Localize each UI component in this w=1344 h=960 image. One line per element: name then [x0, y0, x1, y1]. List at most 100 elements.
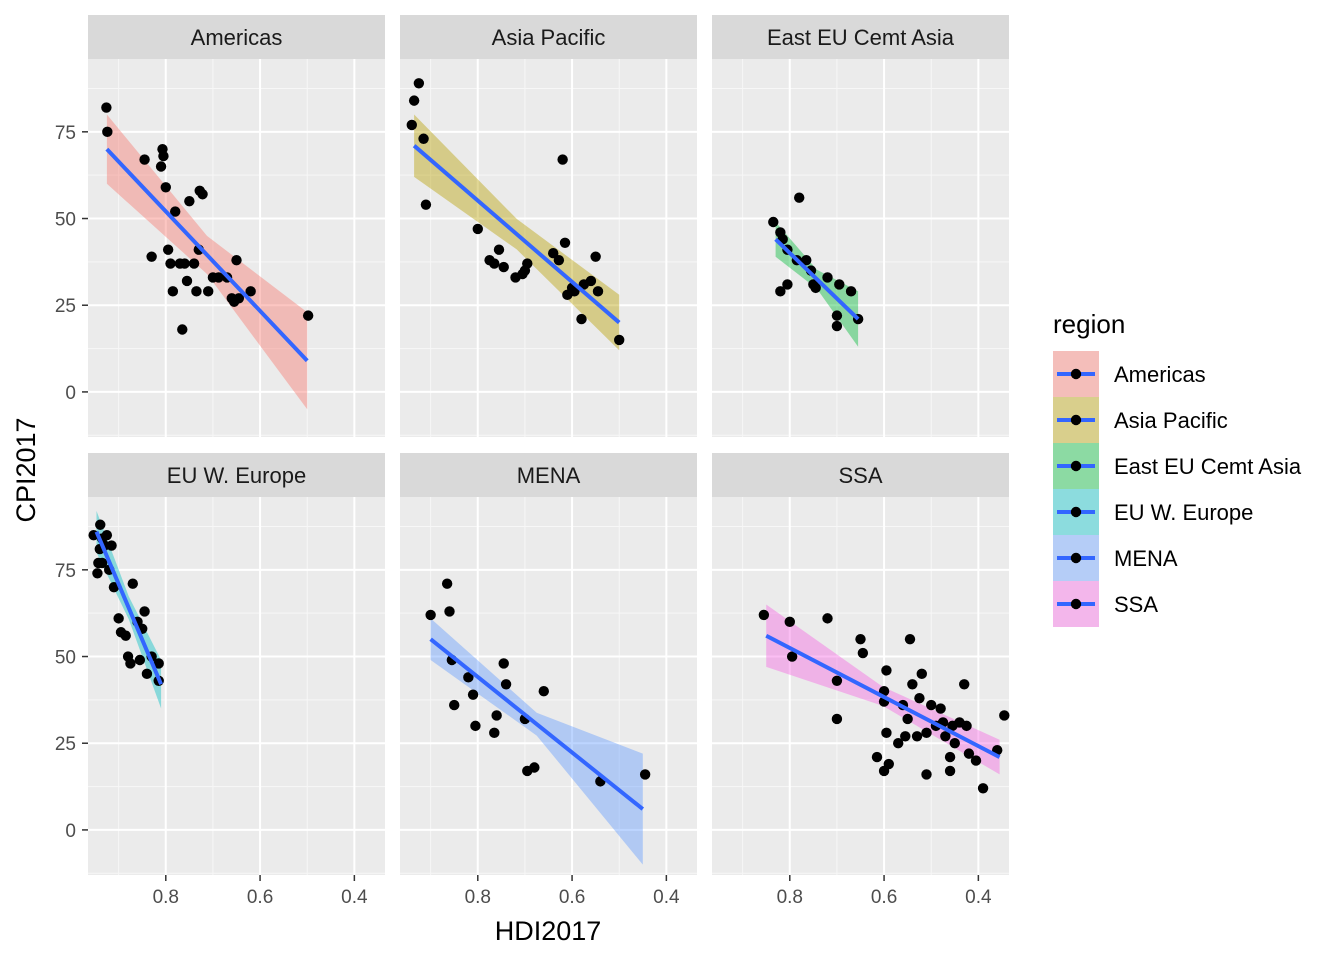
regression-line [105, 147, 309, 363]
legend-label: Americas [1114, 362, 1206, 387]
data-point [165, 258, 176, 269]
data-point [576, 313, 587, 325]
facet-strip-label: East EU Cemt Asia [767, 25, 955, 50]
data-point [977, 783, 989, 794]
data-point [831, 320, 843, 332]
data-point [108, 581, 120, 593]
data-point [559, 237, 571, 248]
data-point [961, 720, 972, 732]
data-point [197, 189, 208, 200]
data-point [467, 689, 479, 700]
data-point [949, 738, 960, 749]
panel-background [400, 59, 697, 437]
legend-label: Asia Pacific [1114, 408, 1228, 433]
data-point [959, 679, 970, 690]
facet-strip [88, 453, 385, 497]
data-point [113, 613, 124, 624]
data-point [177, 324, 188, 335]
data-point [125, 658, 136, 669]
facet-strip-label: Americas [191, 25, 283, 50]
legend-title: region [1053, 309, 1125, 339]
data-point [614, 334, 625, 346]
data-point [444, 606, 455, 617]
data-point [944, 765, 956, 777]
data-point [926, 699, 937, 711]
data-point [871, 751, 883, 763]
data-point [181, 275, 193, 287]
data-point [141, 668, 153, 680]
x-tick-label: 0.4 [341, 887, 368, 908]
data-point [139, 606, 150, 617]
data-point [92, 568, 103, 579]
y-tick-label: 50 [55, 648, 76, 669]
data-point [102, 126, 113, 138]
legend-label: East EU Cemt Asia [1114, 454, 1302, 479]
data-point [822, 272, 833, 283]
data-point [907, 679, 918, 690]
data-point [170, 206, 181, 217]
x-tick-label: 0.6 [559, 887, 585, 908]
legend-label: EU W. Europe [1114, 500, 1253, 525]
data-point [101, 102, 112, 113]
data-point [914, 692, 925, 704]
facet-panel-1: Asia Pacific [400, 15, 697, 437]
legend-key-point [1070, 506, 1082, 518]
legend-label: MENA [1114, 546, 1178, 571]
data-point [831, 713, 843, 725]
x-axis-title: HDI2017 [495, 916, 602, 946]
legend-key-point [1070, 368, 1082, 380]
data-point [179, 258, 190, 269]
confidence-band [106, 114, 308, 410]
y-tick-label: 25 [55, 296, 76, 317]
data-point [167, 286, 179, 297]
x-tick-label: 0.8 [465, 887, 491, 908]
data-point [162, 244, 174, 255]
data-point [408, 95, 420, 106]
data-point [420, 199, 432, 210]
data-point [231, 254, 242, 266]
legend-label: SSA [1114, 592, 1158, 617]
facet-panel-5: SSA 0.8 0.6 0.4 [712, 453, 1010, 908]
data-point [146, 251, 157, 262]
data-point [489, 258, 500, 269]
legend-key-point [1070, 598, 1082, 610]
data-point [902, 713, 913, 725]
data-point [881, 665, 892, 676]
data-point [153, 658, 164, 669]
data-point [538, 686, 549, 697]
data-point [855, 633, 866, 645]
x-tick-label: 0.6 [247, 887, 273, 908]
data-point [639, 769, 651, 780]
facet-strip [712, 453, 1009, 497]
regression-line [765, 633, 1001, 759]
data-point [245, 286, 256, 297]
facet-strip-label: SSA [838, 463, 882, 488]
data-point [425, 609, 436, 621]
facet-panels: Americas 0 25 50 75 Asia Pacific East EU Cemt … [55, 15, 1010, 908]
data-point [904, 633, 916, 645]
facet-strip [400, 15, 697, 59]
data-point [810, 282, 821, 294]
facet-strip-label: Asia Pacific [492, 25, 606, 50]
data-point [916, 668, 927, 680]
data-point [529, 762, 540, 773]
data-point [935, 703, 946, 714]
x-tick-label: 0.6 [871, 887, 897, 908]
data-point [784, 616, 795, 628]
data-point [191, 286, 202, 297]
data-point [233, 293, 245, 304]
regression-line [94, 530, 163, 686]
y-tick-label: 50 [55, 210, 76, 231]
data-point [406, 119, 417, 131]
y-tick-label: 75 [55, 123, 76, 144]
y-tick-label: 75 [55, 561, 76, 582]
data-point [911, 731, 923, 742]
data-point [845, 286, 857, 297]
legend-item-1: Asia Pacific [1053, 397, 1228, 443]
data-point [944, 751, 956, 763]
data-point [999, 710, 1010, 721]
data-point [758, 609, 770, 621]
data-point [139, 154, 150, 165]
data-point [106, 540, 117, 551]
